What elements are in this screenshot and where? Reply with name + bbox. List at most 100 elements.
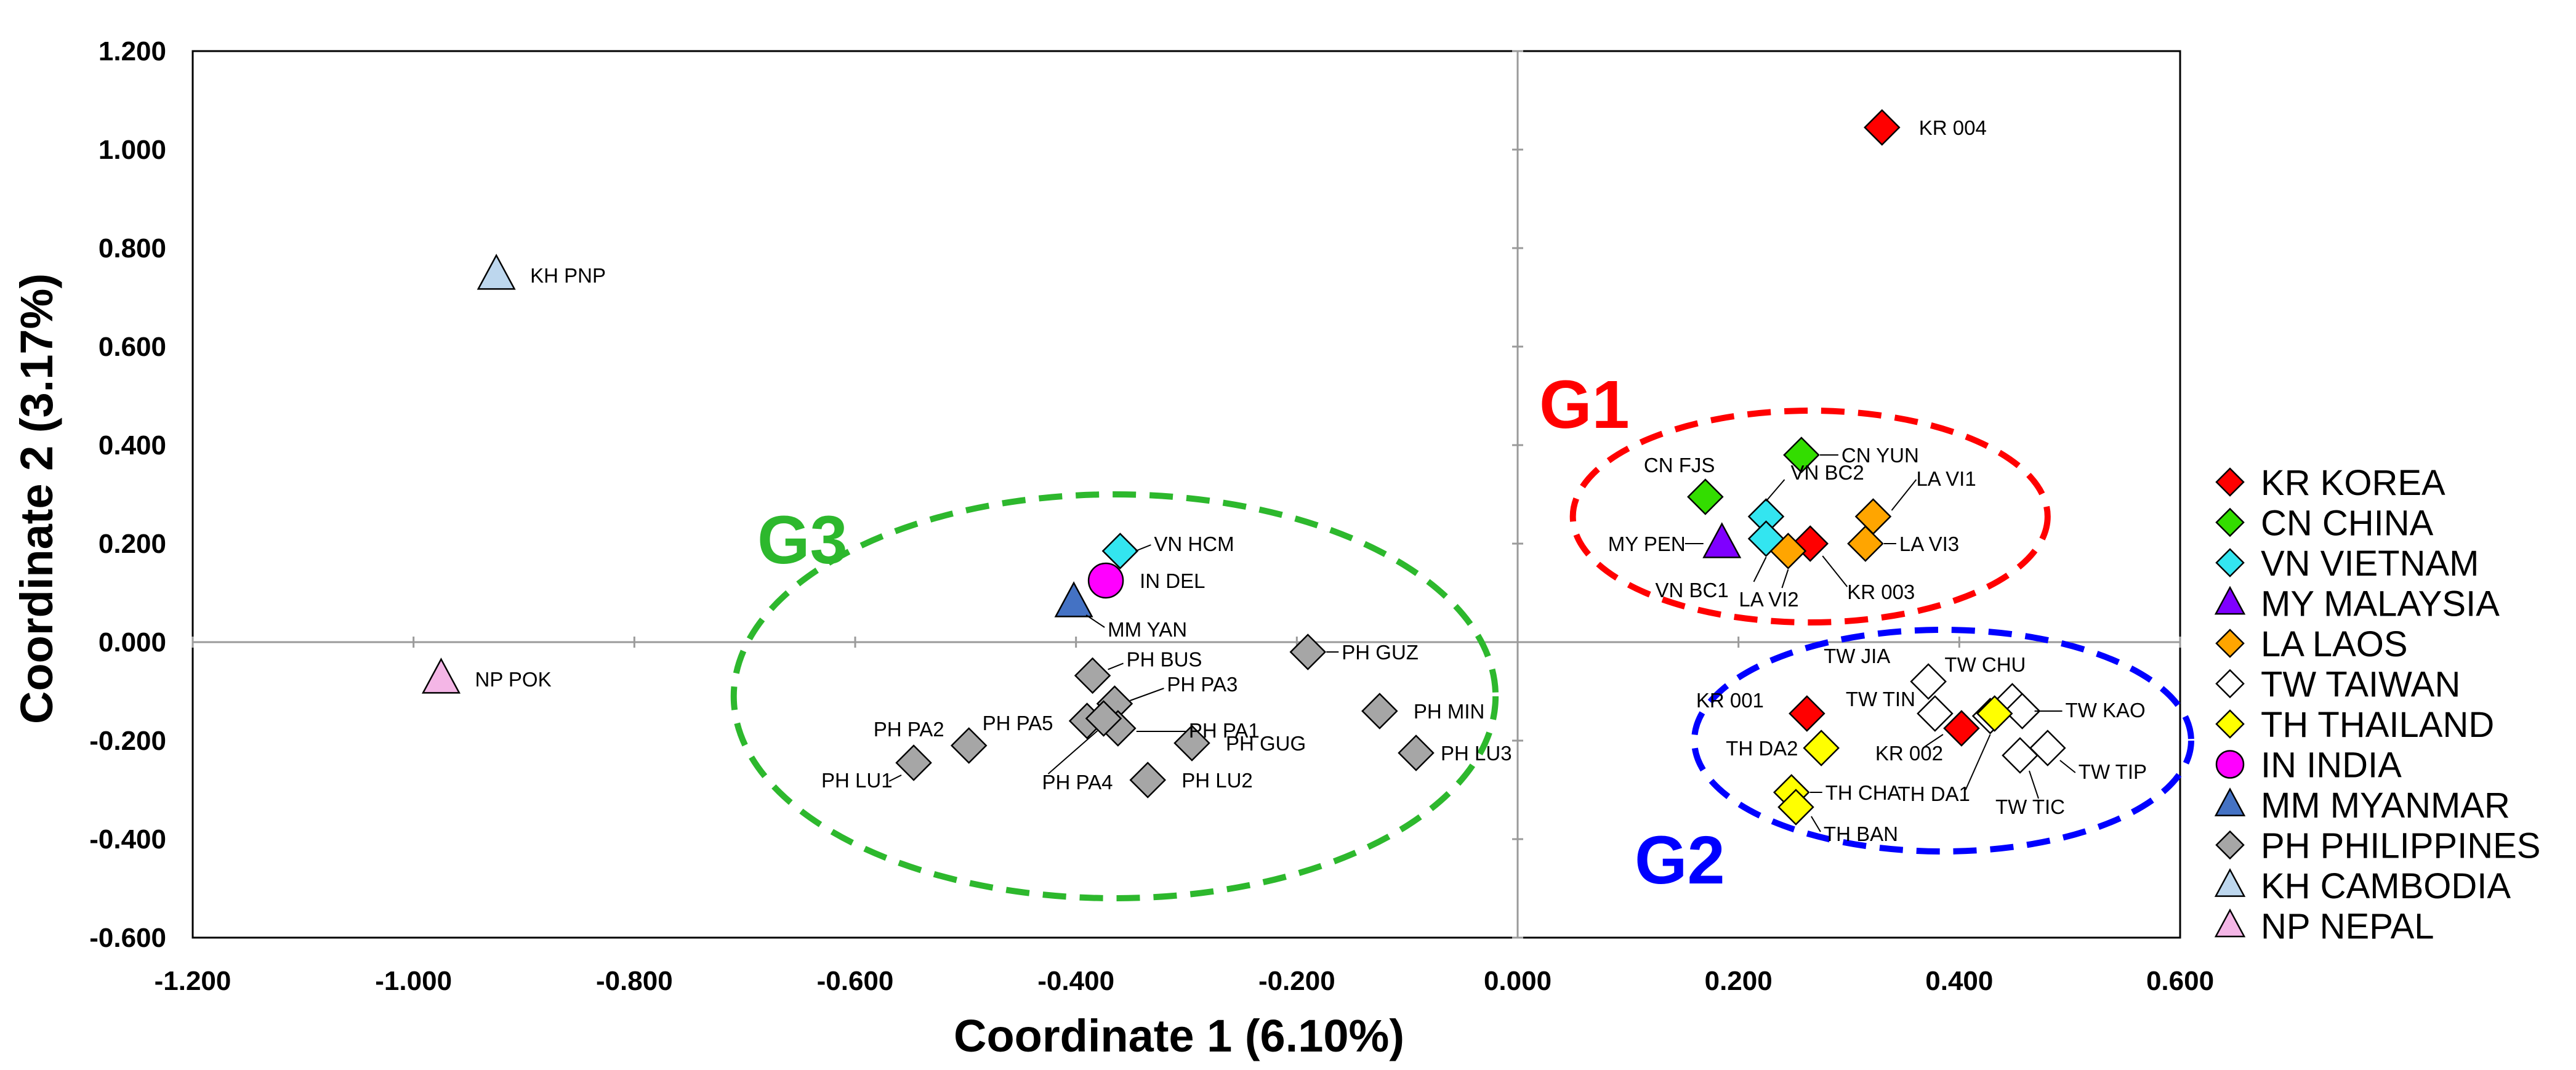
- group-label-g3: G3: [757, 502, 848, 578]
- leader-line-la-vi2: [1781, 569, 1789, 589]
- point-label-th-da2: TH DA2: [1726, 737, 1798, 760]
- legend-marker-np-nepal: [2214, 908, 2246, 938]
- y-tick-label: 0.200: [99, 529, 166, 559]
- plot-frame: [191, 50, 2181, 939]
- leader-line-vn-bc1: [1753, 557, 1767, 582]
- point-label-ph-pa1: PH PA1: [1189, 719, 1260, 742]
- point-label-ph-pa2: PH PA2: [874, 718, 944, 741]
- y-axis-title: Coordinate 2 (3.17%): [11, 273, 62, 724]
- point-ph-bus: [1074, 657, 1111, 694]
- point-label-ph-lu2: PH LU2: [1181, 769, 1253, 792]
- y-tick-label: 1.000: [99, 135, 166, 165]
- point-label-tw-tic: TW TIC: [1995, 795, 2065, 818]
- point-label-ph-min: PH MIN: [1414, 700, 1485, 723]
- legend-marker-ph-philippines: [2215, 830, 2245, 860]
- legend-marker-cn-china: [2215, 507, 2245, 537]
- point-th-da2: [1803, 730, 1840, 766]
- point-la-vi2: [1769, 533, 1807, 569]
- point-label-kr-003: KR 003: [1847, 581, 1915, 603]
- point-label-ph-pa3: PH PA3: [1167, 673, 1238, 696]
- point-label-cn-yun: CN YUN: [1841, 444, 1919, 467]
- y-tick-label: 1.200: [99, 36, 166, 66]
- point-label-th-cha: TH CHA: [1825, 781, 1901, 804]
- point-label-la-vi2: LA VI2: [1739, 588, 1798, 611]
- legend-entry-kh-cambodia: KH CAMBODIA: [2261, 866, 2511, 906]
- legend-marker-kh-cambodia: [2214, 868, 2246, 897]
- point-tw-kao: [2003, 693, 2041, 730]
- leader-line-kr-003: [1822, 555, 1848, 587]
- point-labels: KR 004 KR 003 KR 001 KR 002 CN YUN CN FJS VN B…: [475, 116, 2147, 845]
- leader-line-ph-pa3: [1130, 688, 1164, 701]
- point-ph-guz: [1289, 634, 1327, 670]
- point-kr-002: [1943, 710, 1980, 747]
- point-label-la-vi3: LA VI3: [1899, 533, 1959, 555]
- x-tick-label: -0.200: [1258, 966, 1335, 996]
- legend-marker-vn-vietnam: [2215, 548, 2245, 577]
- legend-entry-mm-myanmar: MM MYANMAR: [2261, 786, 2510, 826]
- point-tw-tip: [2029, 730, 2066, 766]
- x-tick-label: 0.000: [1484, 966, 1552, 996]
- group-ellipse-g1: [1569, 408, 2051, 626]
- legend-marker-mm-myanmar: [2214, 787, 2246, 816]
- point-label-th-ban: TH BAN: [1824, 823, 1898, 845]
- x-tick-label: 0.600: [2146, 966, 2214, 996]
- point-cn-yun: [1783, 436, 1820, 473]
- legend-marker-in-india: [2215, 750, 2245, 779]
- y-tick-label: 0.600: [99, 332, 166, 362]
- group-ellipses: G1 G2 G3: [730, 367, 2194, 901]
- leader-line-tw-tic: [2029, 770, 2039, 799]
- x-tick-label: 0.200: [1705, 966, 1773, 996]
- point-label-ph-lu1: PH LU1: [821, 769, 893, 792]
- leader-line-th-da1: [1965, 734, 1991, 790]
- point-label-mm-yan: MM YAN: [1108, 618, 1187, 641]
- point-kh-pnp: [477, 254, 516, 290]
- point-label-tw-tip: TW TIP: [2079, 760, 2147, 783]
- point-ph-pa2: [950, 727, 988, 764]
- point-label-vn-bc2: VN BC2: [1791, 461, 1864, 484]
- point-th-ban: [1777, 789, 1814, 826]
- legend-entry-np-nepal: NP NEPAL: [2261, 907, 2434, 947]
- point-tw-jia: [1910, 663, 1947, 700]
- legend-entry-in-india: IN INDIA: [2261, 746, 2402, 786]
- point-label-my-pen: MY PEN: [1608, 533, 1686, 555]
- leader-line-mm-yan: [1085, 614, 1105, 628]
- point-label-tw-kao: TW KAO: [2066, 699, 2146, 722]
- point-np-pok: [422, 658, 461, 694]
- point-label-np-pok: NP POK: [475, 668, 552, 691]
- legend-marker-tw-taiwan: [2215, 669, 2245, 699]
- point-label-ph-lu3: PH LU3: [1441, 742, 1512, 765]
- point-label-kr-004: KR 004: [1919, 116, 1987, 139]
- point-ph-pa4: [1085, 700, 1122, 737]
- point-tw-tic: [2002, 737, 2039, 774]
- point-label-kh-pnp: KH PNP: [530, 264, 606, 287]
- axes-layer: [191, 50, 2181, 939]
- legend-entry-la-laos: LA LAOS: [2261, 624, 2408, 664]
- legend-marker-my-malaysia: [2214, 585, 2246, 615]
- leader-line-kr-002: [1924, 734, 1944, 747]
- legend-marker-th-thailand: [2215, 709, 2245, 739]
- point-cn-fjs: [1687, 478, 1724, 515]
- point-label-vn-hcm: VN HCM: [1154, 533, 1234, 555]
- leader-line-ph-bus: [1108, 662, 1124, 670]
- point-label-ph-pa5: PH PA5: [983, 712, 1053, 734]
- point-in-del: [1087, 562, 1124, 599]
- legend-entry-vn-vietnam: VN VIETNAM: [2261, 544, 2479, 584]
- y-tick-label: 0.800: [99, 233, 166, 263]
- point-label-ph-pa4: PH PA4: [1042, 771, 1113, 794]
- point-label-vn-bc1: VN BC1: [1656, 579, 1729, 601]
- point-label-cn-fjs: CN FJS: [1644, 454, 1715, 477]
- point-label-ph-gug: PH GUG: [1226, 732, 1306, 755]
- point-ph-min: [1361, 693, 1398, 730]
- point-kr-001: [1789, 695, 1825, 732]
- leader-line-tw-tip: [2059, 760, 2076, 773]
- group-label-g1: G1: [1539, 367, 1630, 443]
- point-mm-yan: [1054, 581, 1093, 617]
- legend-entry-ph-philippines: PH PHILIPPINES: [2261, 826, 2540, 866]
- group-ellipse-g3: [730, 491, 1499, 901]
- point-label-ph-bus: PH BUS: [1127, 648, 1202, 670]
- point-la-vi1: [1854, 498, 1892, 535]
- point-label-tw-jia: TW JIA: [1824, 645, 1890, 667]
- leader-line-ph-pa4: [1047, 730, 1098, 774]
